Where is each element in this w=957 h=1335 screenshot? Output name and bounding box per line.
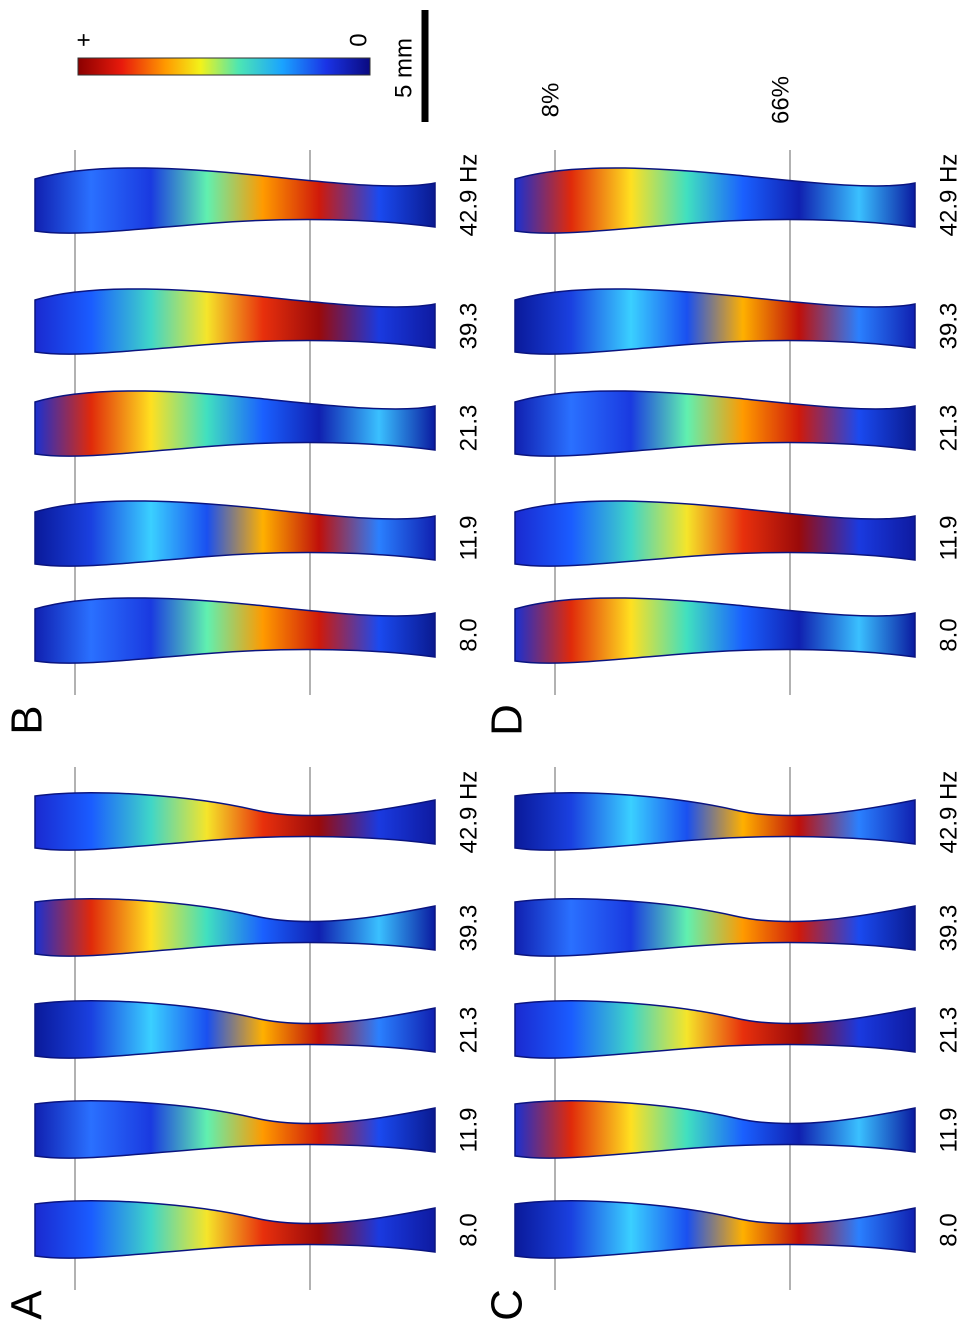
colorbar-min: 0	[345, 33, 372, 46]
section-label: 66%	[767, 76, 794, 124]
bone-heatmap	[35, 1201, 435, 1258]
bone-heatmap	[35, 501, 435, 566]
frequency-label: 42.9 Hz	[455, 154, 482, 237]
frequency-label: 11.9	[935, 516, 957, 561]
bone-heatmap	[515, 899, 915, 956]
bone-heatmap	[515, 598, 915, 663]
frequency-label: 42.9 Hz	[935, 154, 957, 237]
bone-heatmap	[515, 289, 915, 354]
frequency-label: 11.9	[455, 1108, 482, 1153]
frequency-label: 39.3	[455, 303, 482, 350]
frequency-label: 8.0	[935, 618, 957, 651]
frequency-label: 8.0	[455, 1213, 482, 1246]
bone-heatmap	[515, 391, 915, 456]
colorbar-max: +	[70, 33, 97, 47]
frequency-label: 11.9	[455, 516, 482, 561]
panel-label: A	[3, 1290, 52, 1320]
frequency-label: 11.9	[935, 1108, 957, 1153]
bone-heatmap	[515, 1101, 915, 1158]
frequency-label: 39.3	[935, 905, 957, 952]
bone-heatmap	[35, 598, 435, 663]
bone-heatmap	[515, 168, 915, 233]
bone-heatmap	[515, 1201, 915, 1258]
figure: + 0 5 mm 8% 66% A 8.0 11.9 21.3 39.3 42.9 Hz B…	[0, 0, 957, 1335]
bone-heatmap	[35, 1001, 435, 1058]
frequency-label: 21.3	[935, 405, 957, 452]
frequency-label: 21.3	[455, 405, 482, 452]
frequency-label: 8.0	[455, 618, 482, 651]
frequency-label: 42.9 Hz	[455, 771, 482, 854]
frequency-label: 21.3	[935, 1007, 957, 1054]
section-label: 8%	[537, 83, 564, 118]
frequency-label: 21.3	[455, 1007, 482, 1054]
bone-heatmap	[35, 168, 435, 233]
figure-content: + 0 5 mm 8% 66% A 8.0 11.9 21.3 39.3 42.9 Hz B…	[3, 10, 957, 1321]
bone-heatmap	[35, 289, 435, 354]
bone-heatmap	[35, 899, 435, 956]
bone-heatmap	[515, 501, 915, 566]
frequency-label: 42.9 Hz	[935, 771, 957, 854]
colorbar	[78, 58, 370, 75]
frequency-label: 8.0	[935, 1213, 957, 1246]
panel-label: B	[3, 705, 52, 734]
frequency-label: 39.3	[935, 303, 957, 350]
bone-heatmap	[35, 793, 435, 850]
bone-heatmap	[515, 793, 915, 850]
scale-bar-label: 5 mm	[390, 38, 417, 98]
bone-heatmap	[515, 1001, 915, 1058]
frequency-label: 39.3	[455, 905, 482, 952]
bone-heatmap	[35, 1101, 435, 1158]
bone-heatmap	[35, 391, 435, 456]
panel-label: C	[483, 1289, 532, 1321]
panel-label: D	[483, 704, 532, 736]
